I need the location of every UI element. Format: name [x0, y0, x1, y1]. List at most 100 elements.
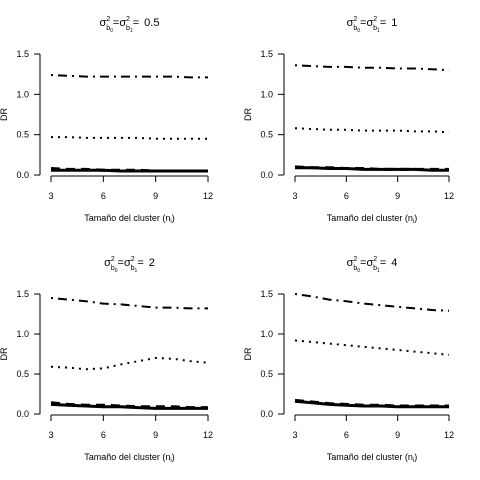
title-sigma: σ: [366, 17, 373, 29]
title-sigma: σ: [366, 257, 373, 269]
title-equals: =: [118, 257, 124, 269]
x-axis-label-text: Tamaño del cluster (n: [84, 452, 170, 462]
panel-title: σ2 b0=σ2 b1= 2: [104, 256, 155, 274]
x-tick-label: 12: [444, 191, 454, 201]
y-tick-label: 1.5: [260, 49, 273, 59]
x-tick-label: 3: [48, 191, 53, 201]
title-equals: =: [133, 17, 139, 29]
title-equals: =: [137, 257, 143, 269]
y-tick-label: 0.0: [260, 170, 273, 180]
y-axis-label: DR: [243, 347, 253, 360]
x-tick-label: 3: [292, 191, 297, 201]
title-subscript: b: [111, 265, 115, 272]
series-dotdash: [50, 297, 208, 310]
x-axis-label-text: Tamaño del cluster (n: [327, 213, 413, 223]
x-axis-label: Tamaño del cluster (ni): [327, 452, 417, 464]
y-tick-label: 0.0: [16, 409, 29, 419]
title-value: 2: [149, 257, 155, 269]
x-axis-label: Tamaño del cluster (ni): [84, 213, 174, 225]
x-axis-label: Tamaño del cluster (ni): [84, 452, 174, 464]
y-axis-label: DR: [0, 347, 9, 360]
x-axis-label-close: ): [414, 213, 417, 223]
x-tick-label: 6: [344, 430, 349, 440]
x-axis-label-subscript: i: [170, 458, 171, 464]
title-subsubscript: 1: [377, 268, 380, 274]
x-tick-label: 9: [395, 430, 400, 440]
title-subsubscript: 1: [377, 28, 380, 34]
title-sigma: σ: [347, 257, 354, 269]
x-axis-label-close: ): [172, 452, 175, 462]
title-subsubscript: 1: [135, 268, 138, 274]
y-tick-label: 0.5: [16, 130, 29, 140]
x-tick-label: 3: [48, 430, 53, 440]
title-superscript: 2: [126, 16, 130, 23]
y-tick-label: 1.0: [16, 329, 29, 339]
panel-title: σ2 b0=σ2 b1= 4: [347, 256, 398, 274]
title-subsubscript: 0: [357, 28, 360, 34]
title-subsubscript: 0: [357, 268, 360, 274]
x-axis-label-text: Tamaño del cluster (n: [84, 213, 170, 223]
title-subsubscript: 0: [115, 268, 118, 274]
title-superscript: 2: [353, 256, 357, 263]
title-sigma: σ: [119, 17, 126, 29]
title-superscript: 2: [373, 256, 377, 263]
series-dotted: [294, 339, 450, 356]
title-superscript: 2: [131, 256, 135, 263]
series-dotted: [51, 136, 208, 140]
title-equals: =: [380, 17, 386, 29]
series-dotted: [50, 357, 209, 371]
series-dotted: [294, 127, 450, 134]
x-axis-label-close: ): [414, 452, 417, 462]
x-tick-label: 3: [292, 430, 297, 440]
y-tick-label: 0.5: [260, 369, 273, 379]
title-subscript: b: [106, 25, 110, 32]
title-superscript: 2: [106, 16, 110, 23]
title-subscript: b: [373, 265, 377, 272]
y-tick-label: 0.0: [260, 409, 273, 419]
x-tick-label: 9: [395, 191, 400, 201]
y-tick-label: 1.5: [16, 49, 29, 59]
y-tick-label: 1.5: [16, 289, 29, 299]
title-subscript: b: [126, 25, 130, 32]
x-axis-label-subscript: i: [170, 219, 171, 225]
title-subscript: b: [131, 265, 135, 272]
title-superscript: 2: [373, 16, 377, 23]
y-tick-label: 0.5: [260, 130, 273, 140]
y-tick-label: 0.0: [16, 170, 29, 180]
panel-title: σ2 b0=σ2 b1= 1: [347, 16, 398, 34]
title-equals: =: [380, 257, 386, 269]
title-sigma: σ: [347, 17, 354, 29]
series-dotdash: [294, 64, 450, 72]
y-axis-label: DR: [243, 108, 253, 121]
title-sigma: σ: [104, 257, 111, 269]
y-axis-label: DR: [0, 108, 9, 121]
x-tick-label: 12: [203, 191, 213, 201]
panel-title: σ2 b0=σ2 b1= 0.5: [100, 16, 160, 34]
series-solid: [51, 168, 208, 173]
series-dotdash: [50, 74, 208, 79]
title-subscript: b: [353, 25, 357, 32]
x-tick-label: 12: [203, 430, 213, 440]
series-solid: [294, 399, 449, 409]
title-equals: =: [113, 17, 119, 29]
title-value: 1: [391, 17, 397, 29]
title-equals: =: [360, 257, 366, 269]
x-axis-label-subscript: i: [413, 219, 414, 225]
y-tick-label: 1.0: [16, 89, 29, 99]
title-subscript: b: [373, 25, 377, 32]
y-tick-label: 0.5: [16, 369, 29, 379]
x-tick-label: 9: [153, 191, 158, 201]
series-solid: [50, 402, 208, 410]
title-subsubscript: 0: [110, 28, 113, 34]
title-subsubscript: 1: [130, 28, 133, 34]
title-equals: =: [360, 17, 366, 29]
x-tick-label: 6: [101, 191, 106, 201]
title-value: 4: [391, 257, 397, 269]
title-value: 0.5: [144, 17, 159, 29]
y-tick-label: 1.0: [260, 89, 273, 99]
